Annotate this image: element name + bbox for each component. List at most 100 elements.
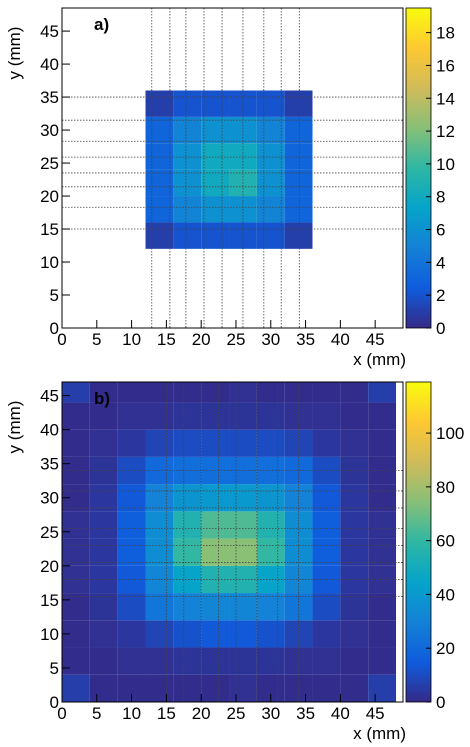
heat-cell (173, 484, 202, 512)
y-tick-label: 5 (50, 659, 59, 678)
heat-cell (173, 538, 202, 566)
heat-cell (312, 301, 341, 328)
heat-cell (340, 116, 369, 144)
heat-cell (368, 116, 397, 144)
colorbar-tick-label: 20 (436, 639, 455, 658)
heat-cell (229, 90, 257, 117)
heat-cell (229, 647, 257, 675)
heat-cell (145, 37, 174, 65)
colorbar-tick-label: 60 (436, 532, 455, 551)
heat-cell (284, 565, 313, 594)
heat-cell (145, 143, 174, 170)
heat-cell (312, 429, 341, 457)
heat-cell (229, 538, 257, 566)
heat-cell (312, 11, 341, 38)
heat-cell (117, 90, 146, 117)
heat-cell (201, 538, 230, 566)
y-tick-label: 15 (40, 220, 59, 239)
heat-cell (312, 484, 341, 512)
heat-cell (284, 484, 313, 512)
heat-cell (201, 620, 230, 648)
heat-cell (256, 116, 285, 144)
heat-cell (89, 116, 118, 144)
y-tick-label: 30 (40, 121, 59, 140)
heat-cell (173, 511, 202, 539)
colorbar-tick-label: 0 (436, 693, 445, 712)
heat-cell (368, 301, 397, 328)
heat-cell (312, 647, 341, 675)
y-tick-label: 45 (40, 387, 59, 406)
heat-cell (117, 116, 146, 144)
heat-cell (256, 511, 285, 539)
heat-cell (312, 37, 341, 65)
heat-cell (284, 196, 313, 223)
heat-cell (89, 511, 118, 539)
panel-label: b) (94, 389, 110, 408)
colorbar-tick-label: 80 (436, 478, 455, 497)
heat-cell (368, 593, 397, 621)
heat-cell (62, 275, 90, 302)
colorbar-tick-label: 18 (436, 24, 455, 43)
heat-cell (201, 511, 230, 539)
heat-cell (145, 538, 174, 566)
heat-cell (312, 64, 341, 91)
heat-cell (62, 429, 90, 457)
heat-cell (340, 196, 369, 223)
heat-cell (312, 382, 341, 403)
heat-cell (201, 429, 230, 457)
heat-cell (62, 402, 90, 430)
heat-cell (368, 222, 397, 249)
heat-cell (62, 538, 90, 566)
heat-cell (256, 620, 285, 648)
heat-cell (173, 565, 202, 594)
x-tick-label: 20 (192, 704, 211, 723)
heat-cell (117, 620, 146, 648)
heat-cell (62, 674, 90, 702)
heat-cell (89, 222, 118, 249)
heat-cell (173, 143, 202, 170)
heat-cell (340, 511, 369, 539)
heat-cell (256, 222, 285, 249)
y-tick-label: 25 (40, 154, 59, 173)
heat-cell (229, 484, 257, 512)
heat-cell (173, 593, 202, 621)
x-tick-label: 15 (157, 704, 176, 723)
heat-cell (340, 402, 369, 430)
panel-label: a) (94, 15, 109, 34)
y-tick-label: 35 (40, 88, 59, 107)
heat-cell (368, 275, 397, 302)
heat-cell (312, 538, 341, 566)
heat-cell (368, 538, 397, 566)
y-tick-label: 0 (50, 319, 59, 338)
heat-cell (173, 37, 202, 65)
heat-cell (368, 169, 397, 197)
x-tick-label: 0 (57, 330, 66, 349)
heat-cell (89, 275, 118, 302)
heat-cell (117, 143, 146, 170)
heat-cell (201, 275, 230, 302)
x-tick-label: 5 (92, 330, 101, 349)
heat-cell (340, 169, 369, 197)
x-tick-label: 20 (192, 330, 211, 349)
heat-cell (340, 37, 369, 65)
heat-cell (284, 143, 313, 170)
heat-cell (312, 248, 341, 276)
heat-cell (256, 484, 285, 512)
heat-cell (117, 429, 146, 457)
x-tick-label: 10 (122, 704, 141, 723)
heat-cell (256, 382, 285, 403)
colorbar-tick-label: 2 (436, 286, 445, 305)
y-tick-label: 40 (40, 55, 59, 74)
heat-cell (145, 301, 174, 328)
heat-cell (340, 620, 369, 648)
heat-cell (229, 674, 257, 702)
heat-cell (173, 456, 202, 485)
heat-cell (62, 37, 90, 65)
heat-cell (145, 11, 174, 38)
heat-cell (62, 382, 90, 403)
heat-cell (256, 196, 285, 223)
heat-cell (117, 538, 146, 566)
heat-cell (312, 116, 341, 144)
heat-cell (256, 90, 285, 117)
heat-cell (145, 511, 174, 539)
